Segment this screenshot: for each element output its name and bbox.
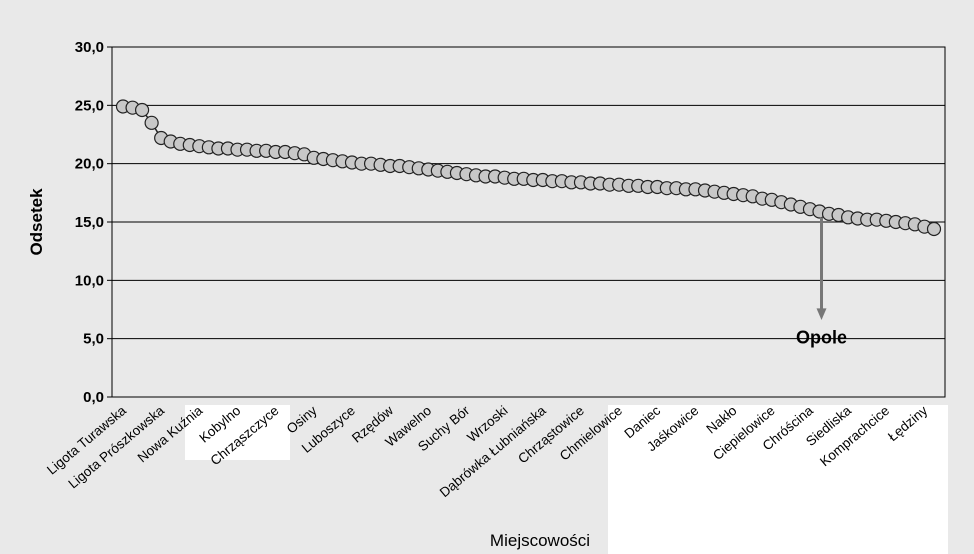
point <box>134 102 150 118</box>
label-backdrop <box>608 405 948 554</box>
point <box>144 115 159 130</box>
point <box>926 221 942 237</box>
y-tick-label: 15,0 <box>75 214 104 231</box>
y-tick-label: 30,0 <box>75 39 104 56</box>
label-backdrop <box>185 405 290 460</box>
y-tick-label: 10,0 <box>75 272 104 289</box>
x-axis-label: Miejscowości <box>490 531 590 550</box>
y-axis-label: Odsetek <box>27 188 46 256</box>
annotation: Opole <box>796 327 847 347</box>
y-tick-label: 25,0 <box>75 97 104 114</box>
y-tick-label: 5,0 <box>83 331 104 348</box>
y-tick-label: 0,0 <box>83 389 104 406</box>
y-tick-label: 20,0 <box>75 156 104 173</box>
annotation-arrowhead <box>816 308 827 320</box>
